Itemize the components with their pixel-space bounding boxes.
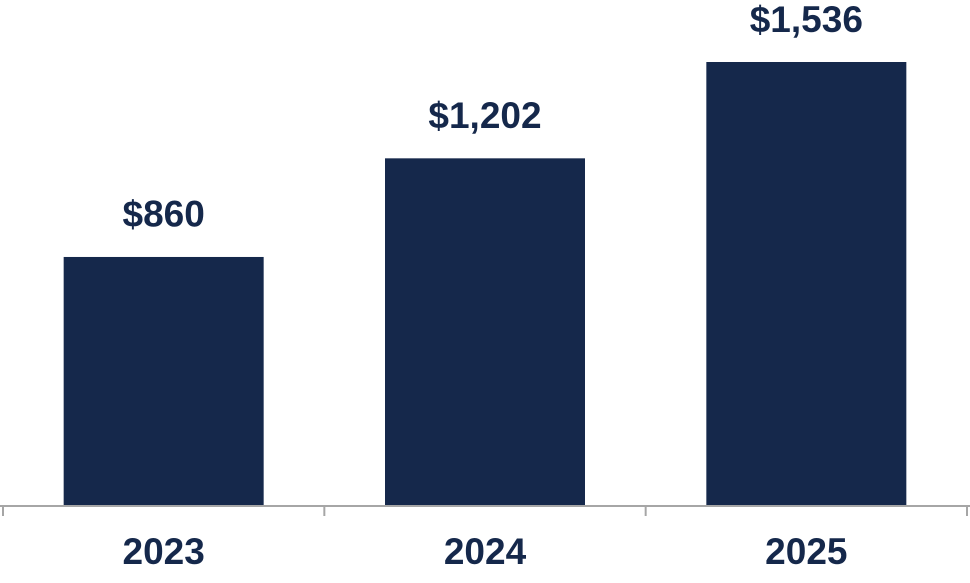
value-label: $1,202 (428, 95, 541, 136)
x-tick-label: 2025 (765, 531, 847, 572)
bar (63, 256, 264, 505)
value-label: $1,536 (750, 0, 863, 40)
value-label: $860 (123, 194, 205, 235)
x-tick-label: 2024 (444, 531, 527, 572)
x-tick-label: 2023 (123, 531, 205, 572)
bar (385, 158, 585, 506)
bar (706, 62, 907, 505)
